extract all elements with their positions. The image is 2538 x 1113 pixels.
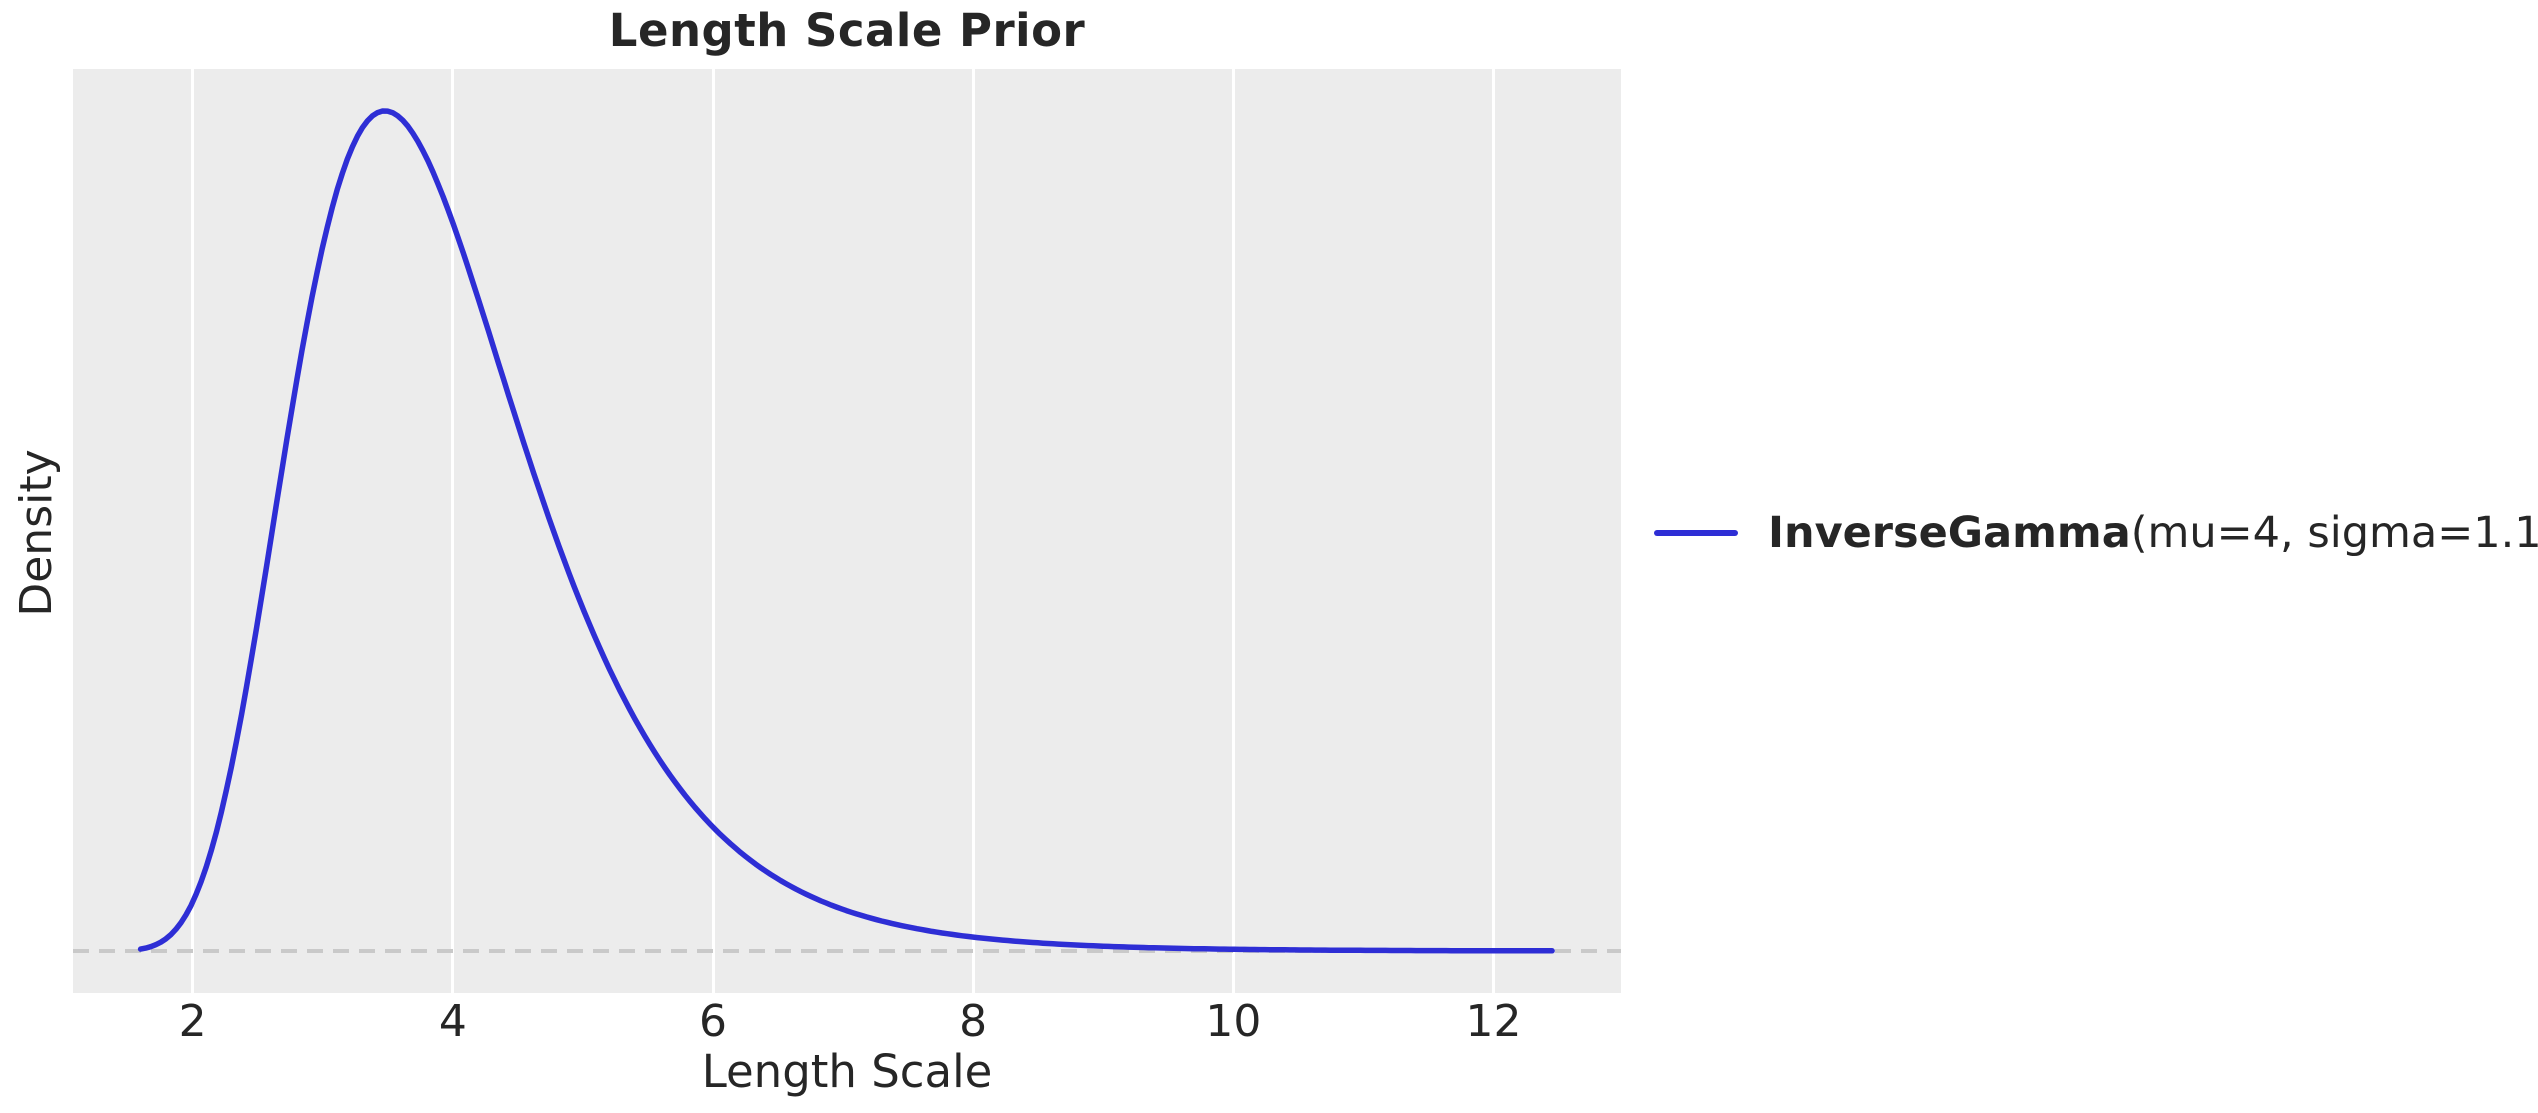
x-gridline: [191, 69, 195, 993]
x-tick-label: 8: [959, 996, 988, 1047]
chart-title: Length Scale Prior: [608, 4, 1086, 57]
x-gridline: [711, 69, 715, 993]
legend-line-sample: [1654, 530, 1738, 536]
density-curve: [137, 108, 1555, 954]
legend-series-params: (mu=4, sigma=1.14): [2130, 508, 2538, 558]
x-tick-label: 4: [438, 996, 467, 1047]
legend-label: InverseGamma(mu=4, sigma=1.14): [1768, 508, 2538, 558]
y-axis-label: Density: [11, 449, 62, 617]
x-gridline: [1492, 69, 1496, 993]
x-tick-label: 2: [178, 996, 207, 1047]
legend-series-name: InverseGamma: [1768, 508, 2131, 558]
x-gridline: [1231, 69, 1235, 993]
x-axis-label: Length Scale: [701, 1045, 993, 1098]
legend: InverseGamma(mu=4, sigma=1.14): [1654, 508, 2538, 558]
x-tick-label: 12: [1465, 996, 1522, 1047]
x-tick-label: 6: [699, 996, 727, 1047]
x-gridline: [451, 69, 455, 993]
x-gridline: [971, 69, 975, 993]
x-tick-label: 10: [1205, 996, 1262, 1047]
